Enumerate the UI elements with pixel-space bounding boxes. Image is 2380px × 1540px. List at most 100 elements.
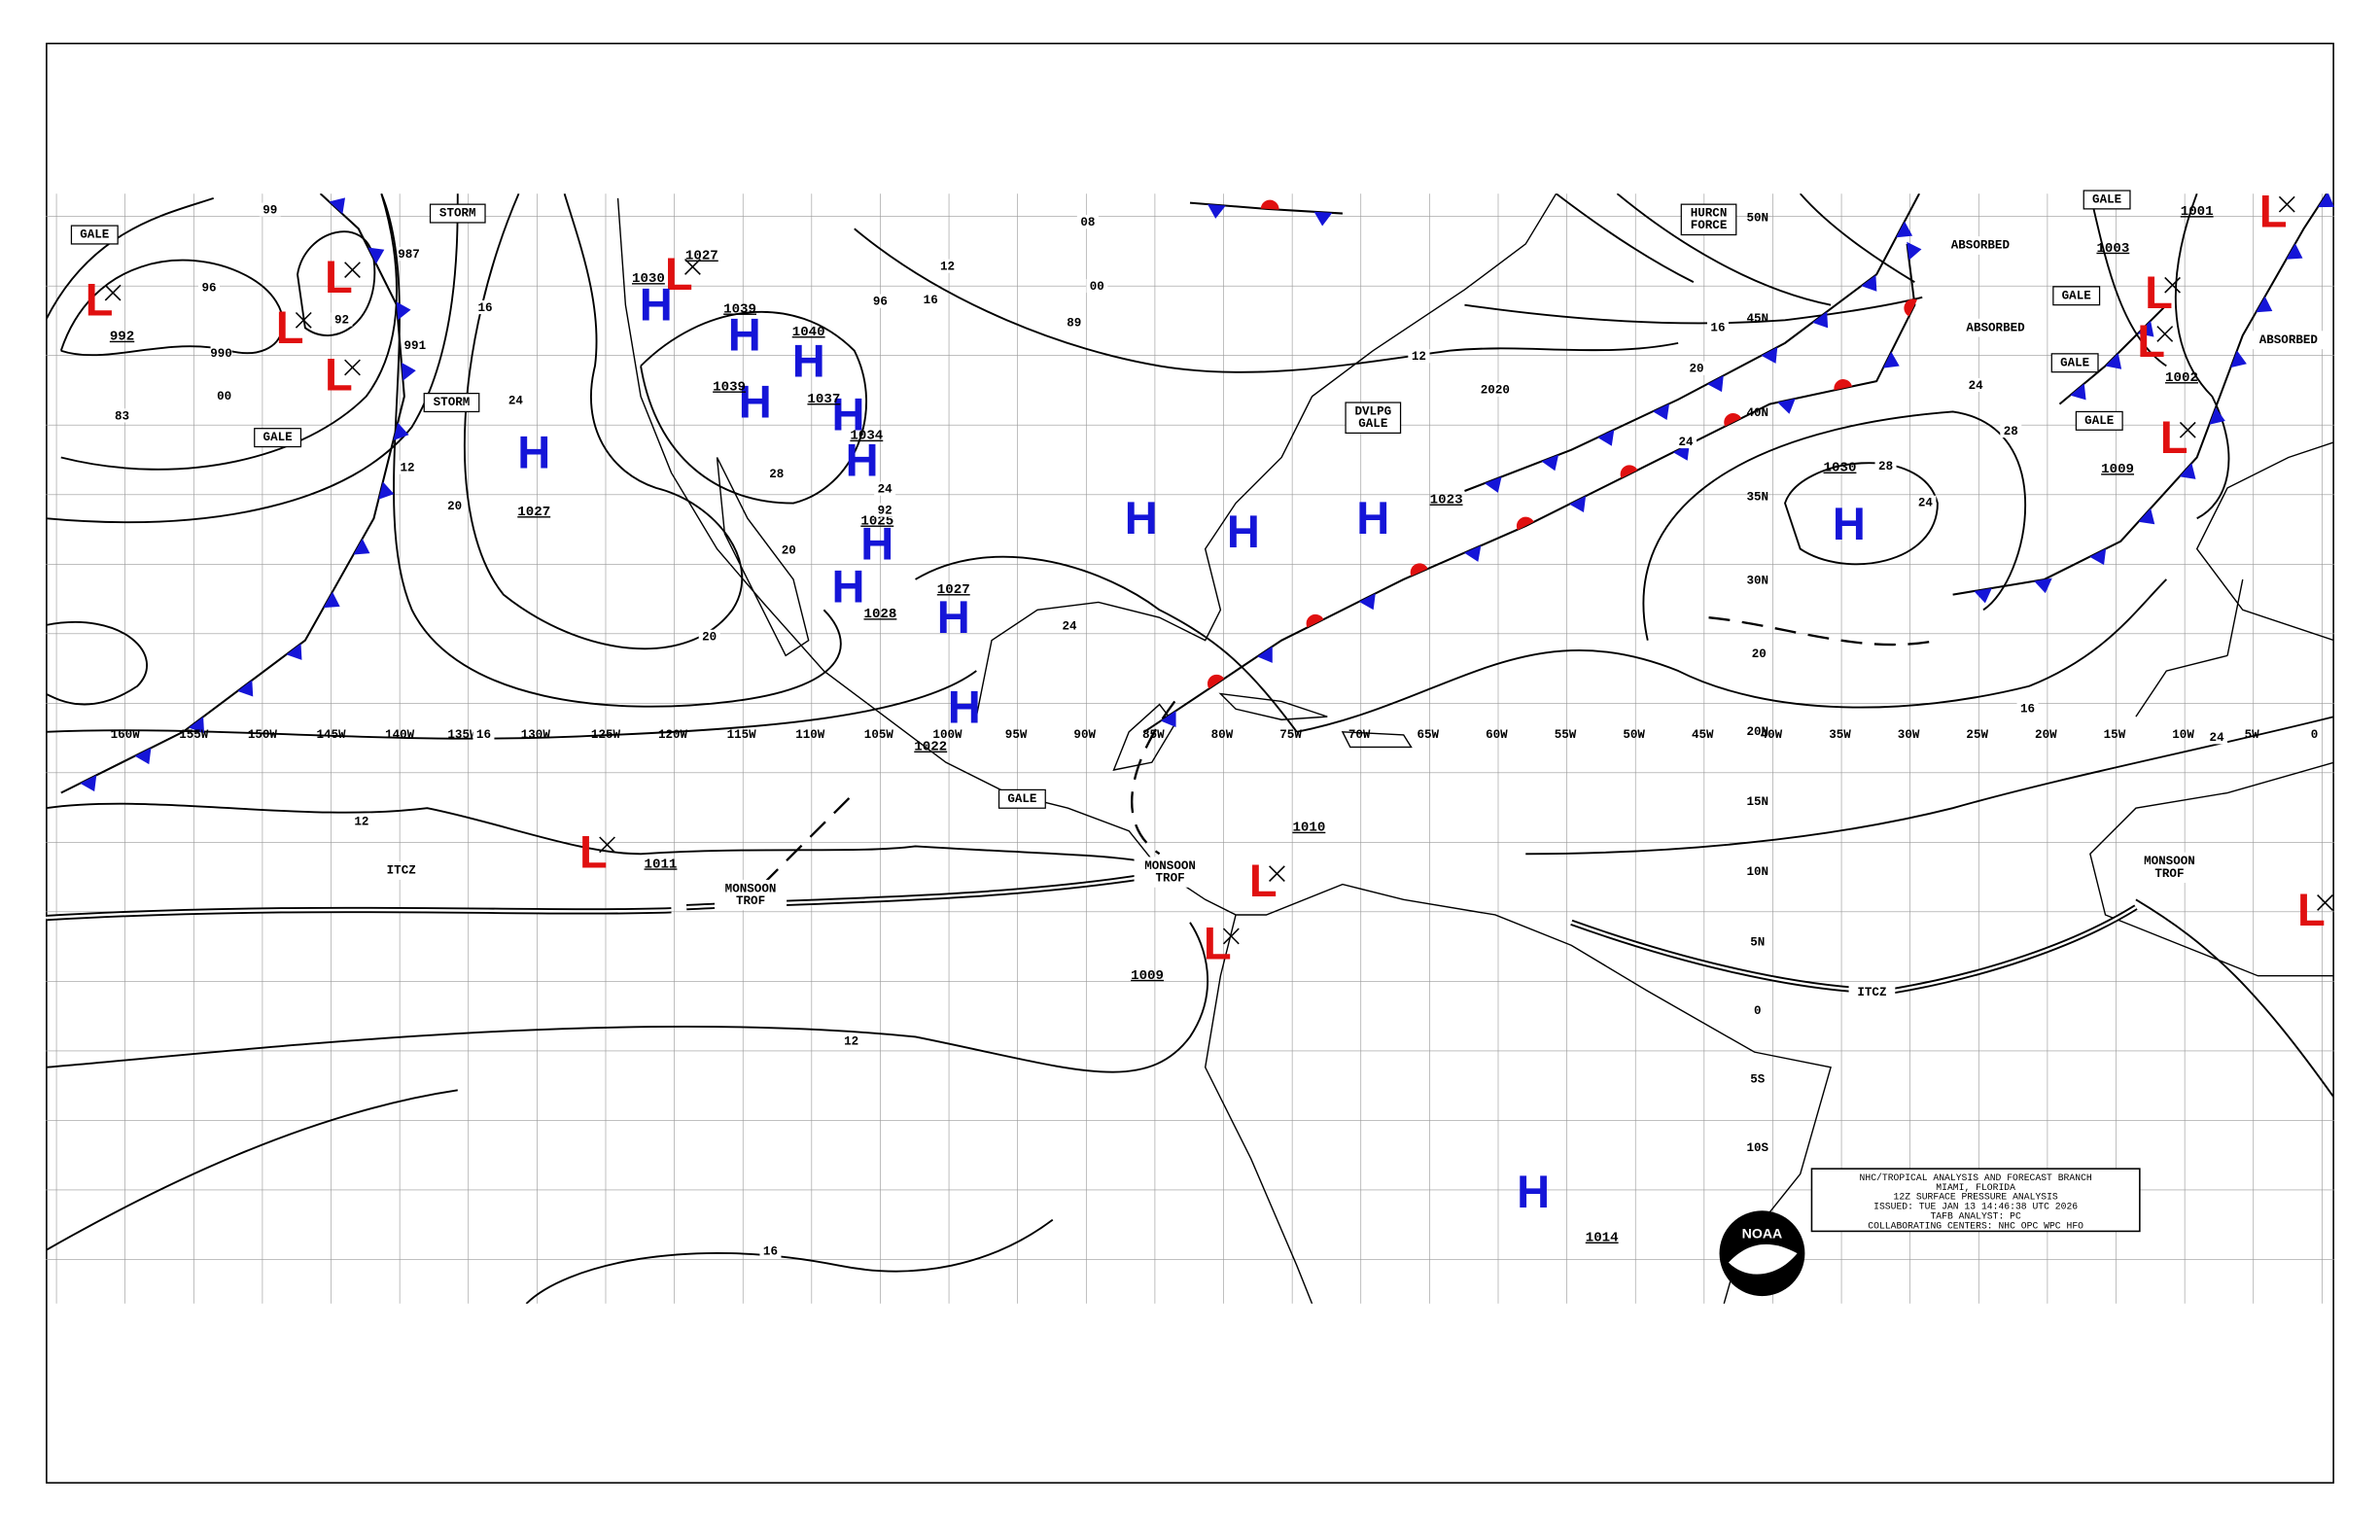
isobar xyxy=(46,196,214,321)
cold-front-triangle xyxy=(2286,243,2303,260)
isobar-label-bg xyxy=(397,460,418,474)
isobar-label: 16 xyxy=(924,294,938,307)
front-line xyxy=(60,193,405,794)
low-center-x xyxy=(344,262,361,278)
annotation-box xyxy=(254,428,302,448)
annotation-box xyxy=(429,203,486,224)
isobar-label-bg xyxy=(778,542,800,557)
cold-front-triangle xyxy=(2256,296,2273,313)
isobar-label: 99 xyxy=(262,204,277,218)
pressure-value: 1009 xyxy=(1131,968,1164,984)
cold-front-triangle xyxy=(80,775,97,792)
isobar-label-bg xyxy=(474,299,496,315)
isobar xyxy=(1296,578,2167,733)
pressure-value: 1027 xyxy=(685,249,718,264)
labels: 160W 155W 150W 145W 140W 135W 130W 125W 120W 115W… xyxy=(70,186,2333,1259)
isobar-label-bg xyxy=(1076,215,1099,229)
pressure-value: 1027 xyxy=(937,582,970,598)
annotation-text: MONSOON xyxy=(1144,859,1196,873)
isobar-label: 16 xyxy=(477,301,492,315)
pressure-center-symbol: H xyxy=(1833,498,1866,549)
latitude-label: 40N xyxy=(1746,406,1768,420)
isobar xyxy=(1525,716,2334,856)
noaa-logo-bird xyxy=(1728,1243,1798,1275)
isobar-label-bg xyxy=(443,498,466,512)
pressure-value: 1037 xyxy=(807,392,840,407)
annotation-bg xyxy=(1134,857,1207,888)
longitude-label: 95W xyxy=(1005,728,1028,742)
isobar-label-bg xyxy=(765,466,788,481)
pressure-value: 1030 xyxy=(1824,461,1857,476)
pressure-value: 1014 xyxy=(1586,1231,1619,1246)
coast xyxy=(716,457,810,657)
isobar xyxy=(1642,410,2026,641)
annotation-box xyxy=(2050,353,2099,373)
pressure-center-symbol: L xyxy=(276,301,304,353)
isobar-label-bg xyxy=(2016,701,2039,716)
isobar xyxy=(46,922,1209,1073)
isobar-label-bg xyxy=(1748,646,1770,661)
low-center-x xyxy=(2179,421,2196,438)
isobar xyxy=(46,193,459,524)
info-box-text: NHC/TROPICAL ANALYSIS AND FORECAST BRANC… xyxy=(1860,1172,2092,1231)
isobar-label: 24 xyxy=(508,395,524,408)
cold-front-triangle xyxy=(329,197,346,215)
annotation-box xyxy=(1345,402,1402,435)
isobar-label-bg xyxy=(398,247,420,262)
cold-front-triangle xyxy=(286,643,302,660)
cold-front-triangle xyxy=(378,481,395,500)
isobar-label: 990 xyxy=(210,347,232,361)
pressure-center-symbol: L xyxy=(2259,186,2288,237)
latitude-label: 20N xyxy=(1746,725,1768,739)
isobar xyxy=(60,193,398,471)
map-frame xyxy=(46,42,2334,1484)
isobar-label-bg xyxy=(2000,423,2022,438)
longitude-label: 0 xyxy=(2311,728,2319,742)
longitude-label: 20W xyxy=(2035,728,2057,742)
low-center-x xyxy=(295,311,312,329)
cold-front-triangle xyxy=(353,539,370,555)
isobar-label-bg xyxy=(472,727,495,742)
info-box xyxy=(1810,1168,2141,1233)
annotation-box xyxy=(2052,286,2101,306)
longitude-label: 120W xyxy=(658,728,688,742)
cold-front-triangle xyxy=(1597,429,1615,446)
pressure-value: 1011 xyxy=(645,857,678,872)
cold-front-triangle xyxy=(1861,274,1877,292)
isobar-label: 28 xyxy=(769,468,784,481)
longitude-label: 105W xyxy=(864,728,894,742)
annotation-text: GALE xyxy=(2084,414,2115,428)
pressure-value: 1039 xyxy=(713,379,746,395)
annotation-text: STORM xyxy=(439,207,476,221)
longitude-label: 30W xyxy=(1898,728,1920,742)
isobar xyxy=(46,620,148,706)
longitude-label: 10W xyxy=(2172,728,2194,742)
pressure-center-symbol: H xyxy=(860,518,893,570)
annotation-text: ABSORBED xyxy=(2259,333,2319,347)
cold-front-triangle xyxy=(2070,383,2086,401)
pressure-center-symbol: L xyxy=(579,825,608,877)
pressure-center-symbol: L xyxy=(2160,411,2188,463)
pressure-center-symbol: H xyxy=(640,278,673,330)
cold-front-triangle xyxy=(1541,454,1559,472)
annotation-text: GALE xyxy=(1358,417,1388,431)
isobar-label-bg xyxy=(869,294,892,308)
annotation-text: ITCZ xyxy=(1857,986,1886,999)
annotation-text: ITCZ xyxy=(387,864,416,878)
isobar-label: 24 xyxy=(1969,379,1984,393)
longitude-label: 85W xyxy=(1142,728,1165,742)
longitude-label: 135W xyxy=(447,728,477,742)
latitude-label: 15N xyxy=(1746,795,1768,809)
longitude-label: 150W xyxy=(248,728,278,742)
longitude-label: 160W xyxy=(111,728,141,742)
pressure-center-symbol: H xyxy=(1125,492,1158,543)
pressure-center-symbol: L xyxy=(2145,266,2173,318)
cold-front-triangle xyxy=(1907,241,1922,261)
isobar-label: 16 xyxy=(1710,321,1725,334)
isobar-label: 20 xyxy=(1689,363,1703,376)
pressure-value: 1002 xyxy=(2165,370,2198,386)
pressure-center-symbol: H xyxy=(846,434,879,485)
fronts xyxy=(60,193,2334,794)
longitude-label: 5W xyxy=(2245,728,2260,742)
coast xyxy=(1112,703,1176,771)
